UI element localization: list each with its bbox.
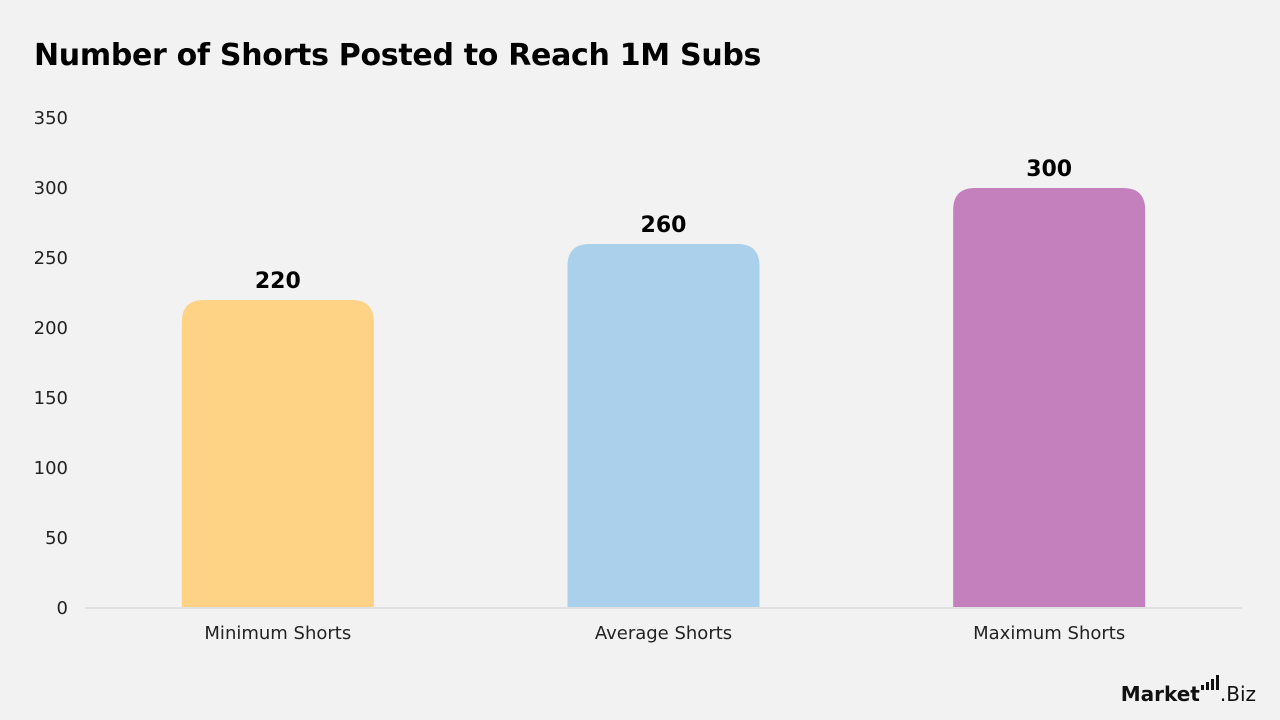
bar-chart-icon: [1200, 675, 1219, 690]
data-label: 300: [1026, 157, 1072, 182]
y-tick-label: 250: [34, 248, 68, 269]
y-tick-label: 100: [34, 458, 68, 479]
y-axis: 0 50 100 150 200 250 300 350: [34, 108, 68, 619]
y-tick-label: 300: [34, 178, 68, 199]
brand-suffix: .Biz: [1219, 682, 1256, 706]
bar-maximum-shorts: [953, 188, 1146, 607]
data-label: 260: [641, 213, 687, 238]
y-tick-label: 150: [34, 388, 68, 409]
y-tick-label: 350: [34, 108, 68, 129]
bar-minimum-shorts: [181, 300, 374, 607]
y-tick-label: 200: [34, 318, 68, 339]
x-tick-label: Average Shorts: [595, 623, 732, 644]
brand-logo: Market .Biz: [1121, 675, 1256, 706]
bar-average-shorts: [567, 244, 760, 607]
brand-name: Market: [1120, 682, 1200, 706]
y-tick-label: 0: [57, 598, 68, 619]
y-tick-label: 50: [45, 528, 68, 549]
chart-title: Number of Shorts Posted to Reach 1M Subs: [34, 38, 762, 73]
x-tick-label: Minimum Shorts: [204, 623, 351, 644]
data-labels: 220 260 300: [255, 157, 1072, 294]
data-label: 220: [255, 269, 301, 294]
x-axis: Minimum Shorts Average Shorts Maximum Shor…: [204, 623, 1125, 644]
bars: [181, 188, 1146, 607]
x-tick-label: Maximum Shorts: [973, 623, 1125, 644]
